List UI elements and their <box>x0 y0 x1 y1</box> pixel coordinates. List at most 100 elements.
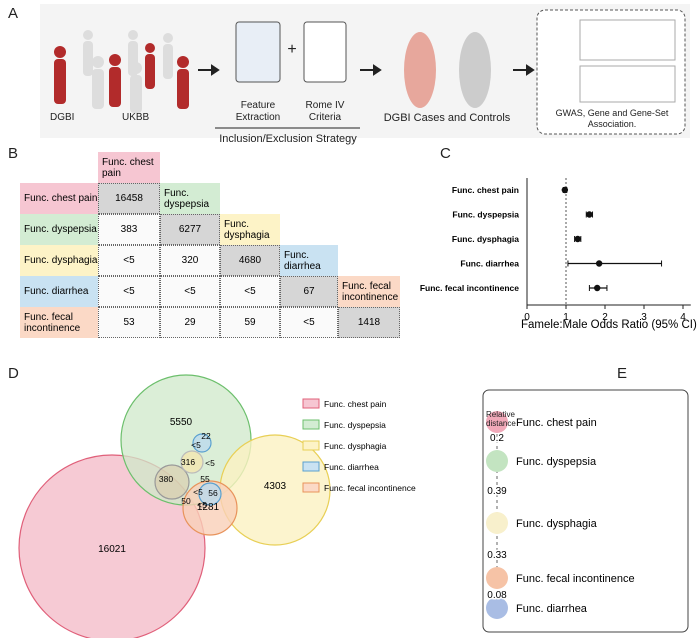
col-header: Func. diarrhea <box>280 245 338 276</box>
table-cell: 67 <box>280 276 338 307</box>
region-count: 5550 <box>170 417 193 428</box>
node <box>486 512 508 534</box>
row-header: Func. chest pain <box>20 183 98 214</box>
legend-label: Func. diarrhea <box>324 462 379 472</box>
region-count: 380 <box>159 474 173 484</box>
distance: 0.08 <box>487 590 507 601</box>
col-header: Func. dysphagia <box>220 214 280 245</box>
y-tick-label: Func. diarrhea <box>460 259 519 269</box>
region-count: 4303 <box>264 481 287 492</box>
table-cell: <5 <box>98 276 160 307</box>
region-count: 16021 <box>98 544 126 555</box>
point <box>594 284 601 292</box>
col-header: Func. dyspepsia <box>160 183 220 214</box>
strategy-label: Inclusion/Exclusion Strategy <box>219 133 357 145</box>
table-cell: <5 <box>220 276 280 307</box>
plus: + <box>287 41 297 58</box>
node-label: Func. dyspepsia <box>516 456 597 468</box>
table-cell: 6277 <box>160 214 220 245</box>
node <box>486 411 508 433</box>
step-label: Feature Extraction <box>235 100 281 123</box>
x-tick-label: 4 <box>680 312 686 323</box>
x-tick-label: 1 <box>563 312 569 323</box>
clipboard <box>235 21 281 83</box>
distance: 0.33 <box>487 550 507 561</box>
table-cell: 53 <box>98 307 160 338</box>
panel-e-box <box>482 389 689 633</box>
group-label: DGBI <box>50 112 75 123</box>
y-tick-label: Func. dysphagia <box>452 234 519 244</box>
col-header: Func. fecal incontinence <box>338 276 400 307</box>
row-header: Func. dyspepsia <box>20 214 98 245</box>
x-tick-label: 2 <box>602 312 608 323</box>
legend-swatch <box>302 398 320 409</box>
table-cell: 29 <box>160 307 220 338</box>
point <box>595 260 603 267</box>
row-header: Func. diarrhea <box>20 276 98 307</box>
group-label: UKBB <box>122 112 150 123</box>
panel-label: C <box>440 145 451 162</box>
table-cell: 1418 <box>338 307 400 338</box>
distance: 0.2 <box>490 433 504 444</box>
x-tick-label: 0 <box>524 312 530 323</box>
step-label: Rome IV Criteria <box>305 100 345 123</box>
cases-label: DGBI Cases and Controls <box>383 112 511 124</box>
legend-label: Func. dysphagia <box>324 441 387 451</box>
table-cell: <5 <box>98 245 160 276</box>
legend-swatch <box>302 461 320 472</box>
arrows <box>198 64 535 76</box>
legend-label: Func. chest pain <box>324 399 387 409</box>
table-cell: <5 <box>280 307 338 338</box>
point <box>561 186 569 194</box>
region-count: <5 <box>191 440 201 450</box>
col-header: Func. chest pain <box>98 152 160 183</box>
table-cell: 16458 <box>98 183 160 214</box>
point <box>574 235 581 243</box>
node-label: Func. diarrhea <box>516 603 588 615</box>
distance: 0.39 <box>487 486 507 497</box>
plot-thumb <box>579 19 676 61</box>
node-label: Func. dysphagia <box>516 518 598 530</box>
region-count: 316 <box>181 457 195 467</box>
panel-label: E <box>617 365 628 382</box>
row-header: Func. fecal incontinence <box>20 307 98 338</box>
legend-label: Func. dyspepsia <box>324 420 386 430</box>
legend-swatch <box>302 419 320 430</box>
panel-label: B <box>8 145 19 162</box>
node-label: Func. chest pain <box>516 417 597 429</box>
legend-label: Func. fecal incontinence <box>324 483 416 493</box>
plot-thumb <box>579 65 676 103</box>
region-count: <5 <box>193 487 203 497</box>
y-tick-label: Func. dyspepsia <box>452 210 519 220</box>
clipboard <box>303 21 347 83</box>
region-count: 50 <box>181 496 191 506</box>
y-tick-label: Func. fecal incontinence <box>420 283 519 293</box>
point <box>586 211 593 218</box>
x-tick-label: 3 <box>641 312 647 323</box>
region-count: 55 <box>200 474 210 484</box>
row-header: Func. dysphagia <box>20 245 98 276</box>
node-label: Func. fecal incontinence <box>516 573 635 585</box>
panel-label: D <box>8 365 19 382</box>
people <box>54 43 189 109</box>
region-count: 22 <box>201 431 211 441</box>
analysis-label: GWAS, Gene and Gene-Set Association. <box>555 108 669 129</box>
table-cell: 383 <box>98 214 160 245</box>
table-cell: <5 <box>160 276 220 307</box>
x-axis-label: Famele:Male Odds Ratio (95% CI) <box>521 319 697 331</box>
region-count: <5 <box>197 500 207 510</box>
y-tick-label: Func. chest pain <box>452 185 519 195</box>
region-count: 1281 <box>197 502 220 513</box>
table-cell: 59 <box>220 307 280 338</box>
legend-swatch <box>302 482 320 493</box>
venn <box>18 374 331 638</box>
organ <box>459 32 491 108</box>
panel-label: A <box>8 5 19 22</box>
organ <box>404 32 436 108</box>
legend-swatch <box>302 440 320 451</box>
table-cell: 4680 <box>220 245 280 276</box>
people-gray <box>83 30 173 113</box>
table-cell: 320 <box>160 245 220 276</box>
